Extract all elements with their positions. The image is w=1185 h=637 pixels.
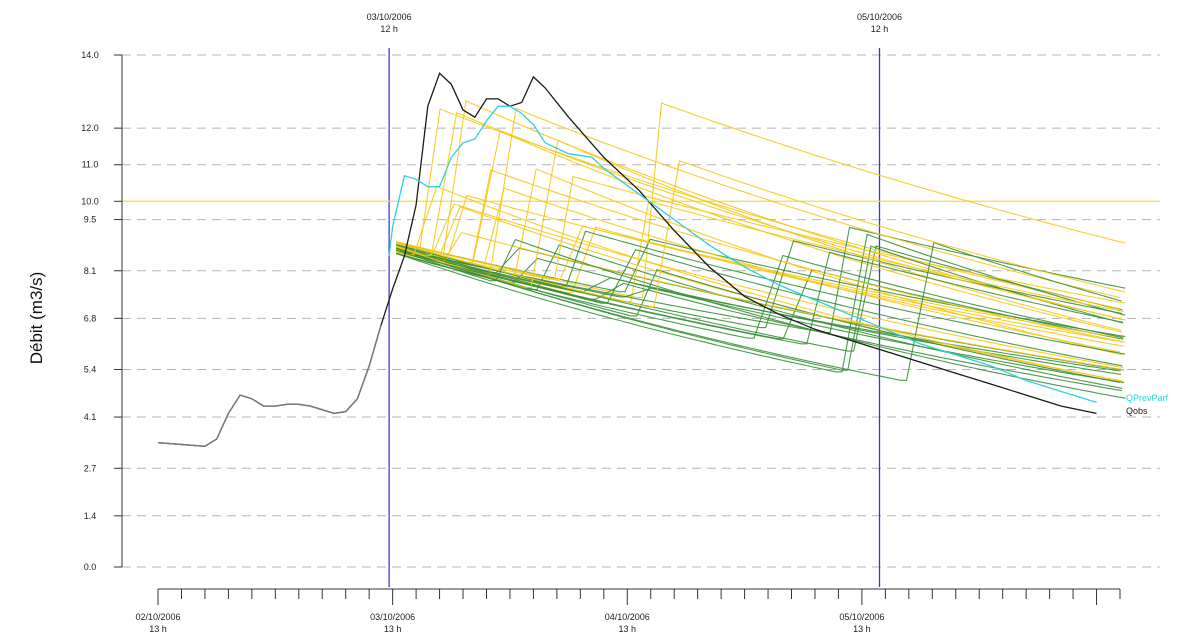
x-hour-label: 13 h bbox=[853, 624, 871, 634]
ensemble-member-line bbox=[396, 246, 1123, 367]
series-line-qobs bbox=[157, 72, 1097, 447]
ensemble-member-line bbox=[396, 203, 1123, 369]
y-axis-label: Débit (m3/s) bbox=[27, 272, 46, 365]
ensemble-member-line bbox=[396, 244, 1123, 392]
y-tick-label: 11.0 bbox=[82, 160, 99, 170]
y-tick-label: 9.5 bbox=[84, 215, 97, 225]
series-line-qprevparf bbox=[388, 105, 1097, 404]
ensemble-member-line bbox=[396, 225, 1123, 343]
x-date-label: 04/10/2006 bbox=[605, 612, 650, 622]
ensemble-member-line bbox=[396, 238, 1126, 399]
y-tick-label: 8.1 bbox=[84, 266, 97, 276]
ensemble-member-line bbox=[396, 139, 1122, 331]
ensemble-member-line bbox=[396, 185, 1124, 382]
ensemble-member-line bbox=[396, 232, 1125, 371]
vertical-markers bbox=[388, 48, 881, 587]
top-date-label: 05/10/2006 bbox=[857, 12, 902, 22]
ensemble-member-line bbox=[396, 241, 1122, 381]
top-hour-label: 12 h bbox=[380, 24, 398, 34]
ensemble-member-line bbox=[396, 200, 1124, 313]
y-tick-label: 6.8 bbox=[84, 313, 97, 323]
x-date-label: 03/10/2006 bbox=[370, 612, 415, 622]
ensemble-member-line bbox=[396, 159, 1126, 308]
y-tick-label: 4.1 bbox=[84, 412, 97, 422]
x-date-label: 05/10/2006 bbox=[839, 612, 884, 622]
top-hour-label: 12 h bbox=[871, 24, 889, 34]
ensemble-member-line bbox=[396, 107, 1121, 299]
series-label-qprevparf: QPrevParf bbox=[1126, 393, 1169, 403]
ensemble-forecasts bbox=[396, 100, 1126, 399]
series-label-qobs: Qobs bbox=[1126, 406, 1148, 416]
y-tick-label: 1.4 bbox=[84, 511, 97, 521]
ensemble-member-line bbox=[396, 130, 1123, 333]
observed-history-line bbox=[157, 325, 382, 448]
ensemble-member-line bbox=[396, 175, 1125, 304]
ensemble-member-line bbox=[396, 233, 1126, 373]
ensemble-member-line bbox=[396, 240, 1123, 329]
y-tick-label: 10.0 bbox=[81, 196, 99, 206]
y-tick-label: 0.0 bbox=[84, 562, 97, 572]
x-hour-label: 13 h bbox=[619, 624, 637, 634]
y-tick-label: 12.0 bbox=[81, 123, 99, 133]
ensemble-member-line bbox=[396, 194, 1124, 340]
top-date-label: 03/10/2006 bbox=[367, 12, 412, 22]
ensemble-member-line bbox=[396, 250, 1124, 345]
x-hour-label: 13 h bbox=[384, 624, 402, 634]
ensemble-member-line bbox=[396, 252, 1124, 339]
y-tick-label: 14.0 bbox=[81, 50, 99, 60]
main-series: Qobs QPrevParf bbox=[157, 72, 1169, 448]
axes: 0.0 1.4 2.7 4.1 5.4 6.8 8.1 9.5 10.0 11.0 12.0 14.0… bbox=[81, 12, 1121, 634]
ensemble-member-line bbox=[396, 247, 1121, 372]
y-tick-label: 2.7 bbox=[84, 463, 97, 473]
y-tick-label: 5.4 bbox=[84, 365, 97, 375]
ensemble-member-line bbox=[396, 169, 1125, 343]
x-hour-label: 13 h bbox=[149, 624, 167, 634]
x-date-label: 02/10/2006 bbox=[135, 612, 180, 622]
ensemble-member-line bbox=[396, 168, 1123, 356]
